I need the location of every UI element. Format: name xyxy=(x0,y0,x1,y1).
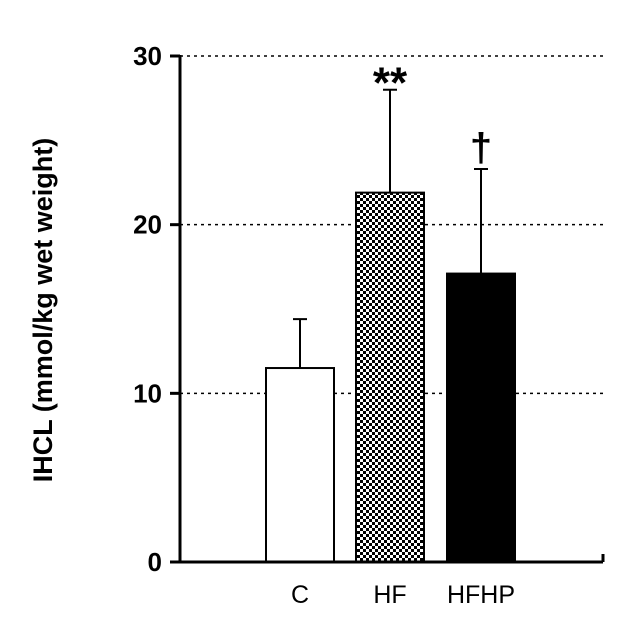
y-tick-label-10: 10 xyxy=(133,378,162,408)
bar-hf xyxy=(355,191,425,563)
bar-c xyxy=(265,367,335,563)
annotation-hf: ** xyxy=(373,59,408,108)
y-ticks: 0 10 20 30 xyxy=(133,41,180,577)
bars xyxy=(265,191,516,563)
y-tick-label-0: 0 xyxy=(148,547,162,577)
y-tick-label-20: 20 xyxy=(133,210,162,240)
x-category-labels: C HF HFHP xyxy=(291,581,515,609)
x-category-label-c: C xyxy=(291,581,309,609)
x-category-label-hf: HF xyxy=(373,581,406,609)
x-category-label-hfhp: HFHP xyxy=(447,581,515,609)
y-axis-label: IHCL (mmol/kg wet weight) xyxy=(28,138,58,483)
significance-annotations: ** † xyxy=(373,59,492,170)
annotation-hfhp: † xyxy=(470,126,492,170)
error-bars xyxy=(293,88,488,369)
y-tick-label-30: 30 xyxy=(133,41,162,71)
bar-hfhp xyxy=(446,272,516,563)
